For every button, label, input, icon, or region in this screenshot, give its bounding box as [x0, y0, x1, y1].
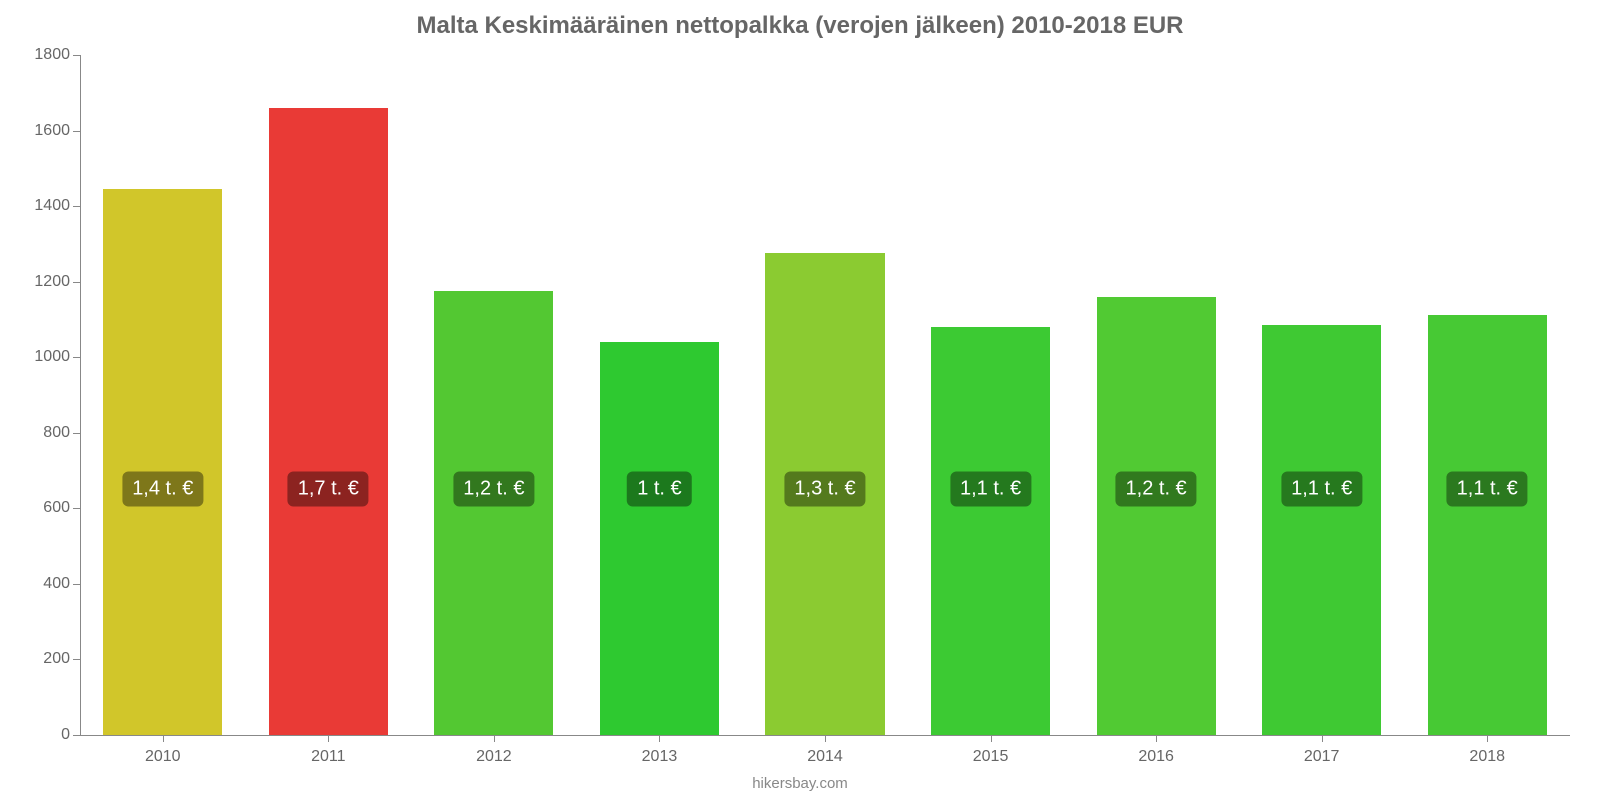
bar-value-label: 1,7 t. €: [288, 472, 369, 507]
bar-value-label: 1,1 t. €: [1447, 472, 1528, 507]
bar-value-label: 1,1 t. €: [950, 472, 1031, 507]
y-tick: [73, 357, 80, 358]
y-tick: [73, 55, 80, 56]
x-tick: [659, 735, 660, 742]
chart-footer: hikersbay.com: [0, 775, 1600, 792]
y-tick-label: 1600: [34, 122, 70, 140]
y-tick-label: 1000: [34, 348, 70, 366]
y-tick: [73, 659, 80, 660]
y-tick-label: 1800: [34, 46, 70, 64]
x-tick-label: 2013: [642, 748, 678, 766]
x-tick-label: 2014: [807, 748, 843, 766]
x-tick: [328, 735, 329, 742]
bar-value-label: 1 t. €: [627, 472, 691, 507]
x-tick-label: 2018: [1469, 748, 1505, 766]
y-tick-label: 600: [43, 499, 70, 517]
x-tick: [1322, 735, 1323, 742]
bar: [103, 189, 222, 735]
x-tick: [494, 735, 495, 742]
y-tick: [73, 131, 80, 132]
x-tick-label: 2012: [476, 748, 512, 766]
y-tick: [73, 584, 80, 585]
chart-container: Malta Keskimääräinen nettopalkka (veroje…: [0, 0, 1600, 800]
bar-value-label: 1,4 t. €: [122, 472, 203, 507]
x-tick-label: 2017: [1304, 748, 1340, 766]
plot-area: 1,4 t. € 1,7 t. € 1,2 t. € 1 t. € 1,3 t. € 1,…: [80, 55, 1570, 735]
bar-value-label: 1,3 t. €: [784, 472, 865, 507]
x-tick: [1487, 735, 1488, 742]
x-tick: [991, 735, 992, 742]
y-tick: [73, 282, 80, 283]
x-tick: [163, 735, 164, 742]
y-tick-label: 800: [43, 424, 70, 442]
y-tick: [73, 735, 80, 736]
bar-value-label: 1,2 t. €: [1116, 472, 1197, 507]
bar: [269, 108, 388, 735]
y-tick-label: 1400: [34, 197, 70, 215]
x-tick: [1156, 735, 1157, 742]
y-tick: [73, 433, 80, 434]
bar: [931, 327, 1050, 735]
bar: [434, 291, 553, 735]
x-tick-label: 2015: [973, 748, 1009, 766]
x-tick-label: 2010: [145, 748, 181, 766]
chart-title: Malta Keskimääräinen nettopalkka (veroje…: [0, 12, 1600, 40]
x-tick-label: 2011: [311, 748, 345, 766]
y-tick-label: 1200: [34, 273, 70, 291]
bar: [600, 342, 719, 735]
y-tick-label: 400: [43, 575, 70, 593]
y-tick-label: 0: [61, 726, 70, 744]
bar-value-label: 1,1 t. €: [1281, 472, 1362, 507]
bar: [1428, 315, 1547, 735]
bar: [1262, 325, 1381, 735]
bar-value-label: 1,2 t. €: [453, 472, 534, 507]
y-tick-label: 200: [43, 650, 70, 668]
y-tick: [73, 508, 80, 509]
x-tick: [825, 735, 826, 742]
y-tick: [73, 206, 80, 207]
x-tick-label: 2016: [1138, 748, 1174, 766]
bar: [1097, 297, 1216, 735]
